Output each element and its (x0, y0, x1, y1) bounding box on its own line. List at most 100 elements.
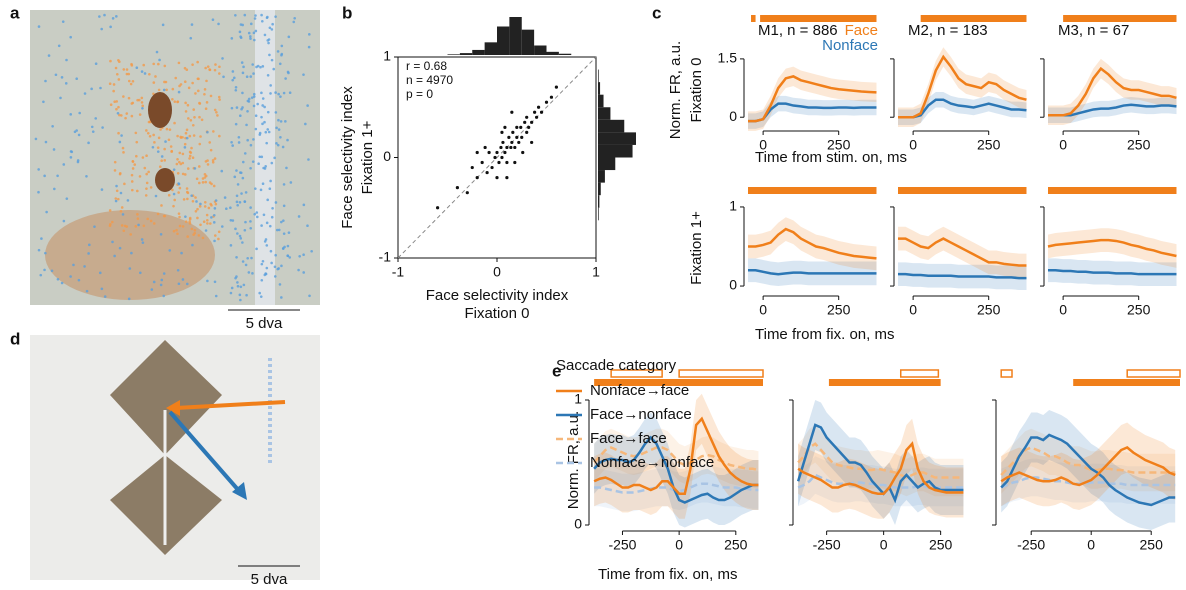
point (515, 135, 519, 139)
gaze-dot (260, 91, 263, 95)
x-tick-label: 0 (880, 537, 888, 553)
gaze-dot (135, 154, 138, 158)
gaze-dot (70, 150, 74, 154)
series-line (593, 435, 759, 504)
gaze-dot (280, 296, 283, 299)
gaze-dot (138, 175, 142, 178)
gaze-dot (212, 184, 216, 188)
gaze-dot (192, 108, 196, 111)
gaze-dot (206, 279, 209, 283)
gaze-dot (141, 156, 145, 159)
gaze-dot (162, 214, 166, 218)
error-band (798, 400, 964, 525)
error-band (748, 66, 877, 131)
gaze-dot (157, 62, 160, 66)
gaze-dot (259, 295, 263, 298)
gaze-dot (115, 100, 119, 103)
x-tick-label: 0 (909, 302, 917, 318)
point (501, 140, 505, 145)
series-line (1000, 476, 1176, 489)
gaze-dot (187, 86, 191, 90)
gaze-dot (160, 155, 164, 158)
gaze-dot (145, 187, 148, 190)
gaze-dot (189, 119, 193, 122)
hist-bar (598, 132, 636, 145)
gaze-dot (140, 96, 144, 100)
gaze-dot (160, 204, 163, 207)
significance-bar (594, 379, 763, 386)
subplot-title: M1, n = 886 (758, 22, 838, 39)
y-tick-label: 0 (383, 148, 391, 164)
gaze-dot (37, 168, 40, 171)
gaze-dot (100, 27, 103, 31)
gaze-dot (178, 215, 181, 219)
subplot-title: M3, n = 67 (1058, 22, 1129, 39)
point (500, 155, 504, 160)
gaze-dot (252, 95, 256, 98)
gaze-dot (40, 237, 43, 240)
significance-bar (748, 187, 877, 194)
gaze-dot (253, 212, 257, 216)
gaze-dot (212, 213, 216, 217)
gaze-dot (217, 237, 220, 241)
gaze-dot (244, 191, 248, 194)
point (499, 145, 503, 150)
gaze-dot (263, 105, 266, 109)
hist-bar (497, 26, 510, 55)
hist-bar (598, 69, 599, 83)
gaze-dot (207, 206, 211, 210)
gaze-dot (208, 141, 212, 144)
gaze-dot (231, 70, 235, 73)
gaze-dot (162, 272, 166, 275)
gaze-dot (281, 145, 285, 149)
gaze-dot (121, 146, 125, 150)
gaze-dot (230, 37, 234, 40)
gaze-dot (193, 167, 197, 170)
gaze-dot (147, 170, 150, 174)
hist-bar (598, 107, 611, 120)
gaze-dot (261, 104, 264, 107)
gaze-dot (268, 187, 272, 190)
gaze-dot (184, 131, 188, 135)
point (513, 160, 517, 165)
gaze-dot (122, 151, 125, 154)
gaze-dot (204, 160, 208, 163)
gaze-dot (190, 194, 193, 197)
subplot-title: M2, n = 183 (908, 22, 988, 39)
gaze-dot (172, 168, 176, 171)
y-axis-label: Norm. FR, a.u. (667, 41, 684, 139)
gaze-dot (244, 263, 248, 267)
gaze-dot (185, 187, 189, 190)
gaze-dot (192, 134, 196, 137)
gaze-dot (90, 87, 93, 91)
gaze-dot (117, 131, 120, 135)
gaze-dot (254, 127, 258, 131)
gaze-dot (140, 238, 144, 241)
panel-label: b (342, 3, 352, 22)
gaze-dot (114, 197, 118, 200)
gaze-dot (244, 220, 247, 224)
gaze-dot (136, 217, 140, 220)
gaze-dot (198, 181, 201, 185)
gaze-dot (64, 82, 68, 85)
gaze-dot (213, 280, 217, 284)
gaze-dot (141, 106, 144, 110)
error-band (594, 393, 759, 519)
gaze-dot (185, 68, 189, 71)
point (495, 150, 499, 155)
gaze-dot (111, 220, 114, 224)
point (475, 176, 479, 180)
gaze-dot (203, 205, 207, 208)
series-line (898, 98, 1027, 119)
gaze-dot (141, 241, 145, 244)
gaze-dot (188, 217, 192, 221)
y-tick-label: 1 (729, 198, 737, 214)
gaze-dot (237, 141, 241, 144)
gaze-dot (101, 126, 104, 129)
diagonal (397, 56, 597, 259)
hist-bar (459, 53, 473, 55)
gaze-dot (195, 200, 198, 203)
gaze-dot (234, 85, 238, 89)
gaze-dot (142, 63, 146, 67)
